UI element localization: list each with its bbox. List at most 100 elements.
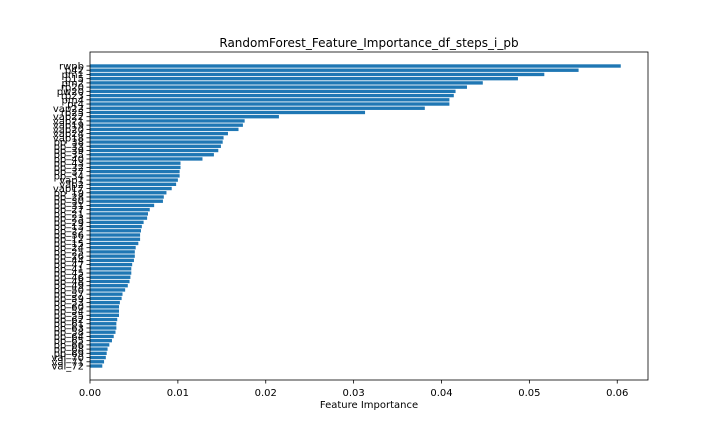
y-tick-label: pp_13 (54, 222, 84, 233)
x-tick-label: 0.00 (79, 388, 101, 399)
y-tick-label: val_72 (51, 362, 84, 373)
bar-pp_58 (90, 330, 116, 334)
chart-title: RandomForest_Feature_Importance_df_steps… (219, 36, 518, 50)
y-tick-label: pp_22 (54, 226, 84, 237)
bar-rwpb (90, 64, 621, 68)
y-tick-label: pp_50 (54, 285, 84, 296)
y-tick-label: p15 (65, 74, 84, 85)
y-tick-label: vap17 (53, 184, 84, 195)
y-tick-label: vap24 (53, 129, 84, 140)
x-tick-label: 0.01 (167, 388, 189, 399)
bar-vap19 (90, 123, 243, 127)
y-tick-label: pp_32 (54, 163, 84, 174)
y-tick-label: vap22 (53, 112, 84, 123)
bar-pp_13 (90, 224, 142, 229)
bar-vap20 (90, 127, 239, 132)
x-tick-label: 0.06 (606, 388, 628, 399)
bar-pp_22 (90, 229, 141, 233)
y-tick-label: pp_43 (54, 159, 84, 170)
y-tick-label: pp_47 (54, 260, 84, 271)
bar-vap18 (90, 136, 224, 140)
bar-pp_61 (90, 322, 117, 326)
bar-pp_39 (90, 148, 219, 153)
y-tick-label: pp_30 (54, 197, 84, 208)
bar-pp_37 (90, 169, 180, 174)
bar-pp_55 (90, 313, 119, 317)
y-tick-label: pp_12 (54, 235, 84, 246)
bar-rp20 (90, 85, 467, 89)
bar-pp_44 (90, 258, 134, 263)
bar-pp_69 (90, 351, 107, 356)
y-tick-label: vap18 (53, 133, 84, 144)
y-tick-labels: rwpbp42pm1p15pm2rp20pw20rp23pm4pr4vap23r… (51, 62, 90, 373)
bar-pp_63 (90, 326, 117, 330)
y-tick-label: pp_28 (54, 192, 84, 203)
bar-pp_27 (90, 207, 150, 212)
bar-pp_34 (90, 174, 180, 178)
y-tick-label: val_70 (51, 353, 84, 364)
x-tick-label: 0.05 (518, 388, 540, 399)
bar-pp_30 (90, 199, 163, 203)
bar-pp_26 (90, 254, 135, 258)
y-tick-label: pm4 (62, 95, 84, 106)
bar-pm4 (90, 98, 450, 102)
y-tick-label: rp25 (61, 108, 84, 119)
bar-pp_48 (90, 279, 130, 284)
bar-vap24 (90, 131, 228, 136)
y-tick-label: p42 (65, 66, 84, 77)
bar-p15 (90, 76, 518, 81)
bar-pm2 (90, 81, 483, 85)
bar-pp_33 (90, 144, 221, 148)
bar-pp_29 (90, 220, 144, 225)
y-tick-label: pr4 (67, 100, 84, 111)
bar-pp_47 (90, 262, 133, 267)
y-tick-label: vap20 (53, 125, 84, 136)
y-tick-label: pp_68 (54, 345, 84, 356)
y-tick-label: pp_23 (54, 214, 84, 225)
y-tick-label: pp_31 (54, 201, 84, 212)
y-tick-label: pp_60 (54, 302, 84, 313)
bar-vap1 (90, 178, 178, 182)
bar-pp_32 (90, 165, 181, 170)
y-tick-label: pp_66 (54, 340, 84, 351)
bar-pp_50 (90, 288, 126, 292)
bar-pm1 (90, 72, 545, 77)
bar-pp_12 (90, 237, 141, 241)
y-tick-label: pp_62 (54, 315, 84, 326)
y-tick-label: pp_41 (54, 264, 84, 275)
bar-pp_35 (90, 153, 214, 157)
y-tick-label: pm1 (62, 70, 84, 81)
bar-pp_43 (90, 161, 181, 165)
bar-vap21 (90, 119, 245, 123)
y-tick-label: pp_65 (54, 336, 84, 347)
bar-vap23 (90, 106, 425, 110)
bar-pp_54 (90, 309, 119, 313)
y-tick-label: pp_46 (54, 273, 84, 284)
y-tick-label: rwpb (59, 62, 84, 73)
bar-pp_23 (90, 216, 148, 220)
y-tick-label: pp_59 (54, 294, 84, 305)
plot-frame (89, 51, 649, 381)
bar-pp_68 (90, 347, 108, 351)
bar-pp_49 (90, 284, 128, 288)
y-tick-label: pp_33 (54, 142, 84, 153)
bar-pp_31 (90, 203, 155, 208)
y-tick-label: pp_19 (54, 188, 84, 199)
bar-pp_28 (90, 195, 164, 199)
y-tick-label: pp_48 (54, 277, 84, 288)
y-tick-label: pp_45 (54, 269, 84, 280)
bar-vap22 (90, 115, 279, 119)
y-tick-label: vap21 (53, 116, 84, 127)
bar-val_70 (90, 355, 106, 360)
y-tick-label: pp_15 (54, 239, 84, 250)
bar-pr4 (90, 102, 450, 106)
bar-pp_41 (90, 267, 132, 271)
bar-pp_64 (90, 334, 114, 339)
y-tick-label: pp_21 (54, 209, 84, 220)
y-tick-label: vap1 (59, 176, 84, 187)
bar-rp23 (90, 93, 454, 98)
y-tick-label: rp23 (61, 91, 84, 102)
bar-pp_40 (90, 157, 203, 161)
bar-pp_15 (90, 241, 139, 246)
y-tick-label: pp_61 (54, 319, 84, 330)
